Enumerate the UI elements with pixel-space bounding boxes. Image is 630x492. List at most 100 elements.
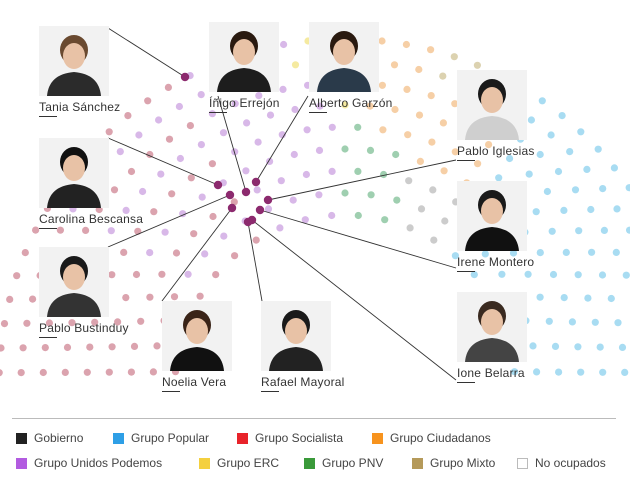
seat [495, 174, 503, 182]
seat [481, 250, 489, 258]
legend-grupo-ciudadanos: Grupo Ciudadanos [372, 431, 491, 445]
seat [105, 368, 113, 376]
photo-noelia-vera [162, 301, 232, 371]
seat [108, 343, 116, 351]
legend-grupo-erc: Grupo ERC [199, 456, 279, 470]
seat [406, 224, 414, 232]
seat [41, 344, 49, 352]
seat [130, 342, 139, 350]
portrait-icon [309, 22, 379, 92]
seat [554, 167, 563, 176]
photo-carolina-bescansa [39, 138, 109, 208]
seat [291, 61, 300, 69]
seat [252, 236, 260, 244]
seat [120, 248, 128, 256]
seat [0, 320, 9, 328]
seat [21, 249, 29, 257]
seat [506, 154, 514, 163]
seat [568, 318, 577, 326]
seat [116, 148, 124, 156]
seat [439, 119, 447, 127]
seat [315, 146, 324, 154]
highlighted-seat [251, 177, 261, 187]
seat [378, 81, 386, 89]
seat [402, 40, 410, 49]
highlighted-seat [225, 190, 235, 200]
seat [451, 148, 459, 156]
seat [212, 271, 220, 279]
seat [427, 46, 435, 54]
seat [529, 342, 537, 350]
seat [532, 208, 540, 216]
legend-no-ocupados: No ocupados [517, 456, 606, 470]
seat [574, 271, 582, 279]
seat [474, 160, 482, 168]
seat [622, 271, 630, 279]
seat [588, 248, 596, 256]
seat [415, 111, 424, 119]
name-irene-montero: Irene Montero [457, 255, 535, 272]
seat [417, 205, 426, 213]
seat [509, 249, 518, 257]
legend-swatch-pnv [304, 457, 315, 469]
seat [208, 110, 216, 118]
seat [596, 343, 604, 351]
seat [28, 295, 37, 303]
seat [23, 319, 31, 327]
highlighted-seat [263, 195, 273, 205]
seat [137, 317, 145, 325]
seat [170, 293, 179, 301]
highlighted-seat [227, 203, 237, 213]
seat [404, 131, 412, 139]
seat [594, 145, 602, 153]
seat [354, 123, 362, 131]
legend-label: Grupo Unidos Podemos [34, 456, 163, 470]
photo-irene-montero [457, 181, 527, 251]
seat [168, 190, 176, 198]
seat [56, 226, 64, 234]
seat [83, 368, 91, 376]
seat [165, 135, 174, 143]
seat [405, 177, 413, 185]
legend-swatch-ciudadanos [372, 432, 383, 444]
seat [146, 249, 154, 257]
seat [135, 131, 143, 139]
seat [575, 227, 583, 235]
seat [607, 294, 615, 303]
seat [415, 65, 423, 74]
name-ione-belarra: Ione Belarra [457, 366, 525, 383]
legend-grupo-mixto: Grupo Mixto [412, 456, 495, 470]
connector-line [107, 194, 231, 248]
seat [427, 92, 435, 100]
photo-pablo-bustinduy [39, 247, 109, 317]
seat [184, 270, 192, 278]
seat [403, 85, 411, 93]
name-pablo-bustinduy: Pablo Bustinduy [39, 321, 129, 338]
name-pablo-iglesias: Pablo Iglesias [457, 144, 535, 161]
seat [280, 40, 288, 49]
seat [303, 126, 311, 134]
seat [610, 164, 619, 172]
seat [560, 294, 568, 302]
seat [315, 191, 323, 199]
seat [366, 146, 375, 154]
seat [13, 272, 21, 280]
seat [416, 157, 424, 165]
photo-alberto-garzon [309, 22, 379, 92]
seat [197, 141, 205, 149]
seat [328, 123, 336, 131]
seat [220, 232, 228, 240]
seat [485, 141, 493, 149]
highlighted-seat [247, 215, 257, 225]
portrait-icon [457, 70, 527, 140]
seat [543, 187, 552, 196]
seat [0, 344, 5, 352]
connector-line [107, 137, 219, 186]
seat [524, 270, 532, 278]
legend-divider [12, 418, 616, 419]
seat [328, 167, 336, 175]
seat [536, 293, 544, 301]
seat [587, 205, 595, 214]
seat [254, 138, 262, 146]
seat [577, 368, 585, 376]
